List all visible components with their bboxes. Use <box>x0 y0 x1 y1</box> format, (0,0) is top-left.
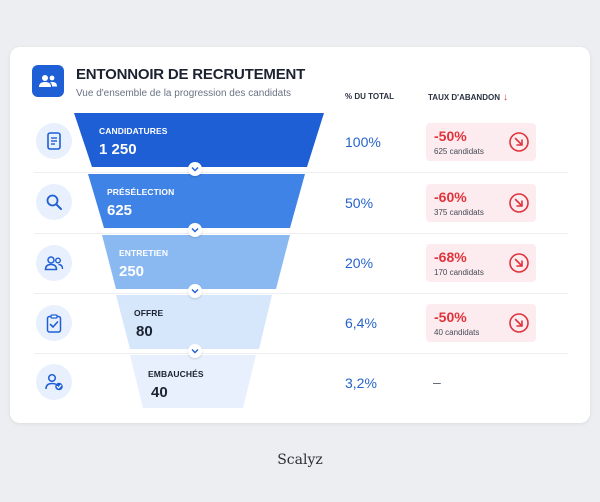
funnel-segment-preselection <box>88 174 305 228</box>
arrow-down-icon: ↓ <box>502 92 508 103</box>
dropoff-rate: -50% <box>434 309 467 325</box>
row-divider <box>34 172 568 173</box>
stage-label: ENTRETIEN <box>119 248 169 258</box>
dropoff-empty: – <box>433 374 441 390</box>
stage-value: 40 <box>151 384 168 401</box>
dropoff-badge: -50% 40 candidats <box>426 304 536 342</box>
arrow-down-right-circle-icon <box>509 193 529 213</box>
arrow-down-right-circle-icon <box>509 253 529 273</box>
brand-logo: Scalyz <box>277 452 323 468</box>
chevron-down-icon <box>188 344 202 358</box>
arrow-down-right-circle-icon <box>509 313 529 333</box>
chevron-down-icon <box>188 284 202 298</box>
stage-value: 250 <box>119 263 145 280</box>
stage-value: 1 250 <box>99 141 137 158</box>
document-icon <box>36 123 72 159</box>
user-check-icon <box>36 364 72 400</box>
page-title: ENTONNOIR DE RECRUTEMENT <box>76 66 306 83</box>
stage-label: OFFRE <box>134 308 164 318</box>
dropoff-rate: -68% <box>434 249 467 265</box>
dropoff-badge: -60% 375 candidats <box>426 184 536 222</box>
stage-value: 625 <box>107 202 133 219</box>
column-header-abandon: TAUX D'ABANDON ↓ <box>428 92 508 103</box>
row-divider <box>34 353 568 354</box>
page-subtitle: Vue d'ensemble de la progression des can… <box>76 88 292 99</box>
funnel-card: ENTONNOIR DE RECRUTEMENT Vue d'ensemble … <box>10 47 590 423</box>
percent-total: 20% <box>345 255 374 271</box>
funnel-segment-offre <box>116 295 272 349</box>
dropoff-rate: -60% <box>434 189 467 205</box>
stage-label: EMBAUCHÉS <box>148 369 204 379</box>
dropoff-count: 375 candidats <box>434 208 484 217</box>
funnel-segment-embauches <box>130 355 256 408</box>
stage-label: PRÉSÉLECTION <box>107 187 175 197</box>
dropoff-count: 40 candidats <box>434 328 480 337</box>
search-icon <box>36 184 72 220</box>
dropoff-count: 170 candidats <box>434 268 484 277</box>
row-divider <box>34 293 568 294</box>
clipboard-check-icon <box>36 305 72 341</box>
funnel-chart <box>74 113 324 408</box>
percent-total: 50% <box>345 195 374 211</box>
dropoff-count: 625 candidats <box>434 147 484 156</box>
percent-total: 6,4% <box>345 315 377 331</box>
funnel-segment-entretien <box>102 235 290 289</box>
column-header-abandon-label: TAUX D'ABANDON <box>428 93 500 102</box>
chevron-down-icon <box>188 223 202 237</box>
funnel-segment-candidatures <box>74 113 324 167</box>
people-icon <box>36 245 72 281</box>
column-header-total: % DU TOTAL <box>345 92 395 101</box>
stage-label: CANDIDATURES <box>99 126 168 136</box>
percent-total: 100% <box>345 134 381 150</box>
stage-value: 80 <box>136 323 153 340</box>
row-divider <box>34 233 568 234</box>
arrow-down-right-circle-icon <box>509 132 529 152</box>
chevron-down-icon <box>188 162 202 176</box>
percent-total: 3,2% <box>345 375 377 391</box>
dropoff-badge: -68% 170 candidats <box>426 244 536 282</box>
dropoff-badge: -50% 625 candidats <box>426 123 536 161</box>
dropoff-rate: -50% <box>434 128 467 144</box>
users-icon <box>32 65 64 97</box>
